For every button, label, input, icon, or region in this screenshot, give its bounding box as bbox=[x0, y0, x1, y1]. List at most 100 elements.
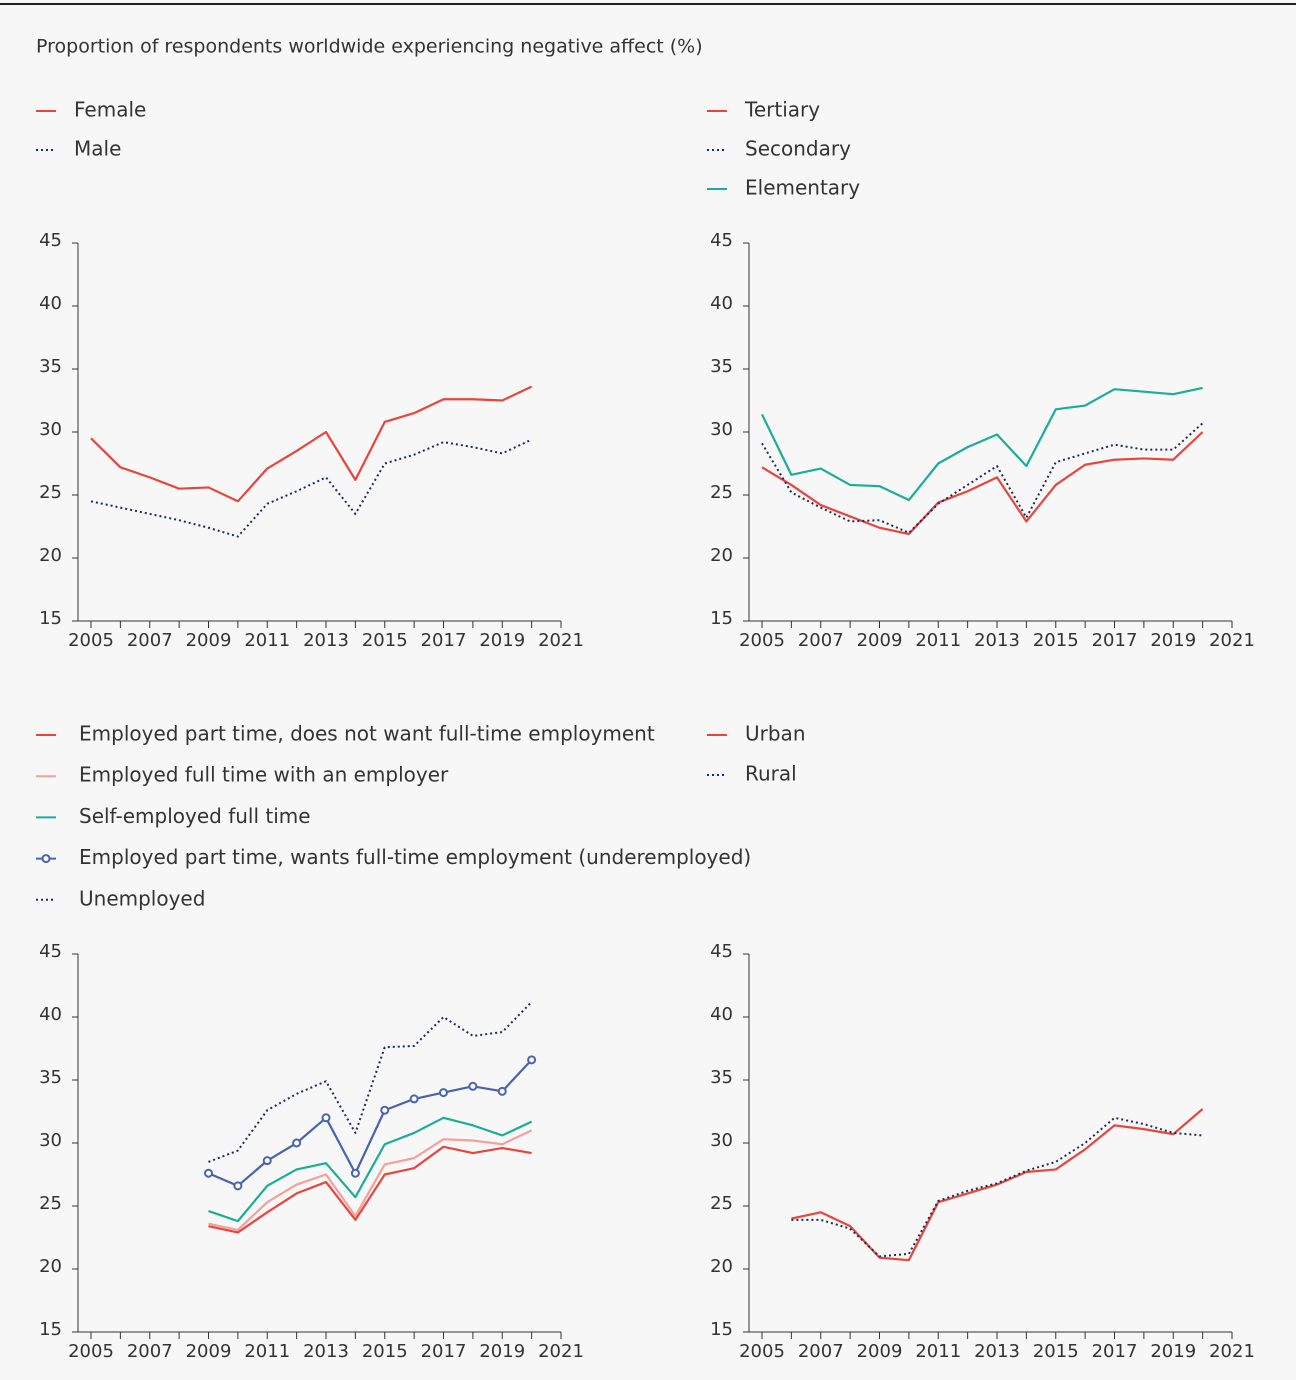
x-tick-label: 2021 bbox=[1209, 1341, 1255, 1362]
x-tick-label: 2019 bbox=[1150, 630, 1196, 651]
x-tick-label: 2007 bbox=[127, 1341, 173, 1362]
series-marker bbox=[468, 1081, 478, 1091]
legend-label: Male bbox=[74, 137, 121, 161]
series-marker bbox=[527, 1055, 537, 1065]
series-marker bbox=[321, 1113, 331, 1123]
series-marker bbox=[350, 1168, 360, 1178]
series-line bbox=[761, 386, 1203, 502]
legend-marker bbox=[41, 854, 51, 864]
legend-label: Tertiary bbox=[744, 98, 820, 122]
series-line bbox=[761, 431, 1204, 536]
x-tick-label: 2005 bbox=[739, 1341, 785, 1362]
x-tick-label: 2013 bbox=[974, 630, 1020, 651]
x-tick-label: 2011 bbox=[244, 630, 290, 651]
x-tick-label: 2021 bbox=[538, 630, 584, 651]
y-tick-label: 45 bbox=[710, 941, 733, 962]
legend-label: Urban bbox=[745, 722, 806, 746]
legend-label: Employed part time, does not want full-t… bbox=[79, 722, 655, 746]
x-tick-label: 2013 bbox=[974, 1341, 1020, 1362]
x-tick-label: 2005 bbox=[68, 1341, 114, 1362]
x-tick-label: 2019 bbox=[479, 630, 525, 651]
series-marker bbox=[439, 1088, 448, 1098]
y-tick-label: 30 bbox=[39, 419, 62, 440]
legend-label: Secondary bbox=[745, 137, 851, 161]
y-tick-label: 15 bbox=[710, 608, 733, 629]
y-tick-label: 35 bbox=[710, 356, 733, 377]
series-line bbox=[761, 422, 1204, 534]
y-tick-label: 25 bbox=[710, 482, 733, 503]
x-tick-label: 2011 bbox=[915, 630, 961, 651]
x-tick-label: 2019 bbox=[1150, 1341, 1196, 1362]
y-tick-label: 20 bbox=[39, 545, 62, 566]
y-tick-label: 30 bbox=[710, 419, 733, 440]
y-tick-label: 20 bbox=[710, 1256, 733, 1277]
series-line bbox=[208, 1001, 533, 1163]
y-tick-label: 30 bbox=[39, 1130, 62, 1151]
legend-label: Employed part time, wants full-time empl… bbox=[79, 845, 751, 869]
x-tick-label: 2021 bbox=[538, 1341, 584, 1362]
x-tick-label: 2017 bbox=[1092, 630, 1138, 651]
x-tick-label: 2005 bbox=[739, 630, 785, 651]
legend-label: Self-employed full time bbox=[79, 804, 311, 828]
x-tick-label: 2015 bbox=[362, 1341, 408, 1362]
chart-title: Proportion of respondents worldwide expe… bbox=[36, 36, 703, 58]
x-tick-label: 2009 bbox=[186, 630, 232, 651]
y-tick-label: 15 bbox=[710, 1319, 733, 1340]
y-tick-label: 15 bbox=[39, 1319, 62, 1340]
series-line bbox=[208, 1116, 533, 1223]
series-line bbox=[791, 1108, 1204, 1262]
x-tick-label: 2011 bbox=[244, 1341, 290, 1362]
y-tick-label: 45 bbox=[39, 230, 62, 251]
x-tick-label: 2009 bbox=[186, 1341, 232, 1362]
y-tick-label: 45 bbox=[39, 941, 62, 962]
y-tick-label: 15 bbox=[39, 608, 62, 629]
series-line bbox=[208, 1129, 533, 1232]
y-tick-label: 35 bbox=[39, 356, 62, 377]
x-tick-label: 2015 bbox=[362, 630, 408, 651]
series-line bbox=[90, 385, 533, 503]
legend-label: Female bbox=[74, 98, 146, 122]
series-marker bbox=[292, 1138, 302, 1148]
x-tick-label: 2013 bbox=[303, 630, 349, 651]
x-tick-label: 2015 bbox=[1033, 630, 1079, 651]
x-tick-label: 2021 bbox=[1209, 630, 1255, 651]
series-marker bbox=[233, 1181, 243, 1191]
series-line bbox=[90, 438, 533, 538]
x-tick-label: 2013 bbox=[303, 1341, 349, 1362]
legend-label: Elementary bbox=[745, 176, 860, 200]
y-tick-label: 30 bbox=[710, 1130, 733, 1151]
x-tick-label: 2009 bbox=[857, 1341, 903, 1362]
series-marker bbox=[380, 1105, 390, 1115]
x-tick-label: 2005 bbox=[68, 630, 114, 651]
legend-label: Employed full time with an employer bbox=[79, 763, 449, 787]
series-line bbox=[791, 1116, 1203, 1258]
y-tick-label: 40 bbox=[39, 1004, 62, 1025]
y-tick-label: 35 bbox=[39, 1067, 62, 1088]
x-tick-label: 2017 bbox=[421, 1341, 467, 1362]
x-tick-label: 2011 bbox=[915, 1341, 961, 1362]
x-tick-label: 2017 bbox=[421, 630, 467, 651]
series-line bbox=[208, 1059, 533, 1187]
series-marker bbox=[409, 1094, 419, 1104]
y-tick-label: 35 bbox=[710, 1067, 733, 1088]
legend-label: Rural bbox=[745, 762, 797, 786]
legend-label: Unemployed bbox=[79, 886, 205, 910]
y-tick-label: 25 bbox=[710, 1193, 733, 1214]
y-tick-label: 40 bbox=[39, 293, 62, 314]
y-tick-label: 20 bbox=[39, 1256, 62, 1277]
x-tick-label: 2007 bbox=[798, 630, 844, 651]
x-tick-label: 2007 bbox=[127, 630, 173, 651]
series-marker bbox=[204, 1168, 213, 1178]
x-tick-label: 2007 bbox=[798, 1341, 844, 1362]
series-marker bbox=[497, 1086, 507, 1096]
x-tick-label: 2019 bbox=[479, 1341, 525, 1362]
y-tick-label: 40 bbox=[710, 293, 733, 314]
x-tick-label: 2015 bbox=[1033, 1341, 1079, 1362]
series-line bbox=[208, 1145, 532, 1234]
y-tick-label: 45 bbox=[710, 230, 733, 251]
y-tick-label: 25 bbox=[39, 1193, 62, 1214]
series-marker bbox=[262, 1156, 272, 1166]
x-tick-label: 2009 bbox=[857, 630, 903, 651]
x-tick-label: 2017 bbox=[1092, 1341, 1138, 1362]
